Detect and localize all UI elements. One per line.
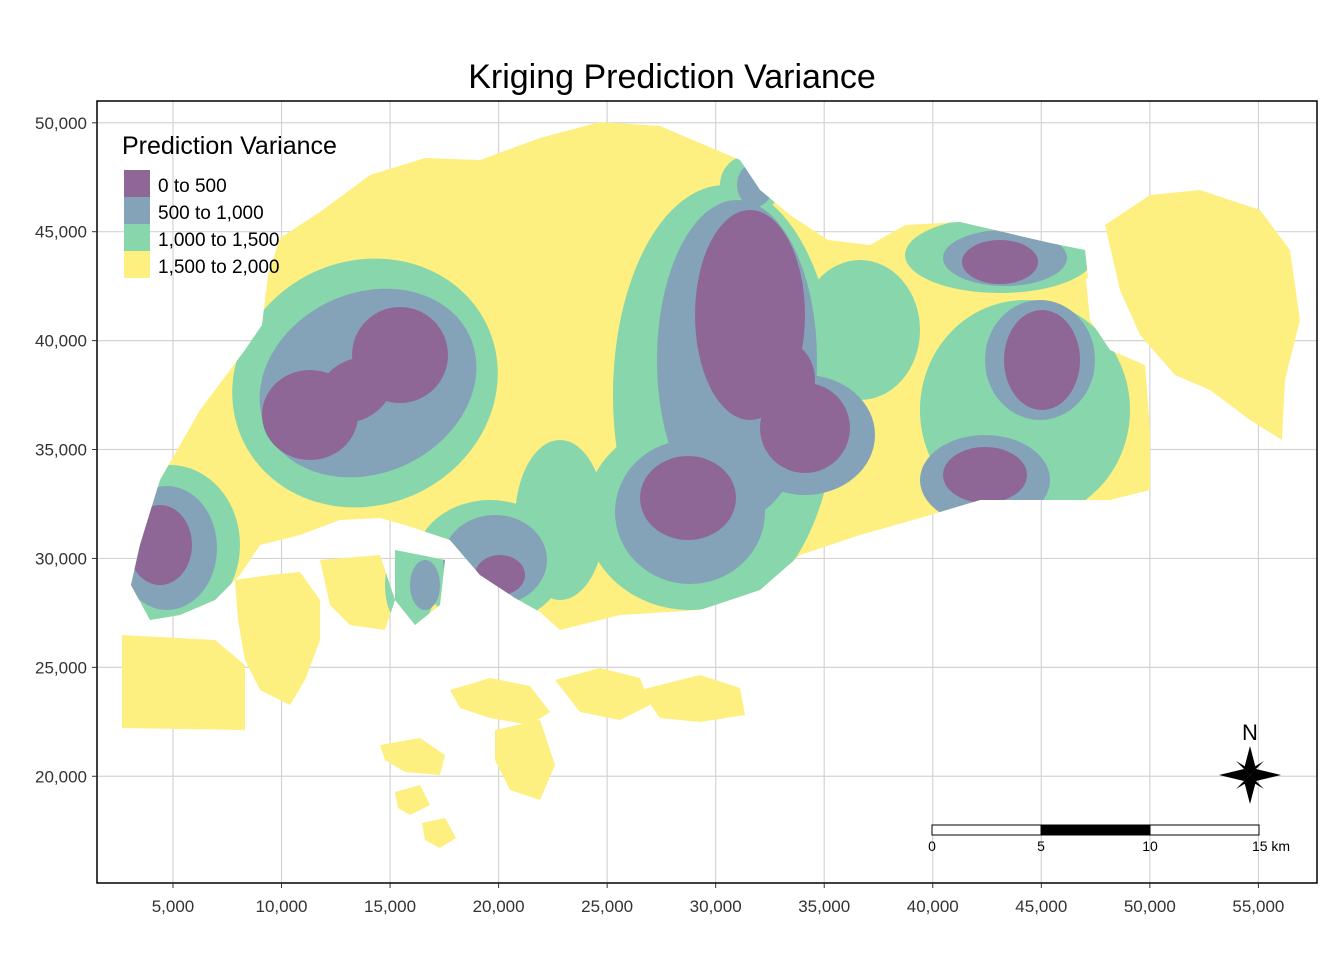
scale-bar: 0 5 10 15 km [928,824,1290,854]
x-tick-label: 15,000 [364,897,416,916]
variance-band-0-500 [128,210,1080,595]
x-tick-label: 5,000 [152,897,195,916]
scale-label: 0 [928,838,936,854]
x-tick-label: 20,000 [473,897,525,916]
panel-border [96,100,1318,884]
y-tick-label: 45,000 [35,223,87,242]
x-tick-label: 10,000 [256,897,308,916]
x-tick-label: 25,000 [581,897,633,916]
legend-title: Prediction Variance [122,132,337,160]
legend-key-0-500 [124,170,150,197]
x-axis: 5,000 10,000 15,000 20,000 25,000 30,000 35,00… [152,883,1284,916]
legend-key-1500-2000 [124,251,150,278]
x-tick-label: 35,000 [798,897,850,916]
north-arrow: N [1219,720,1281,804]
scale-label: 10 [1142,838,1158,854]
scale-segment [1149,824,1260,836]
legend-label: 1,500 to 2,000 [158,257,280,278]
x-tick-label: 45,000 [1015,897,1067,916]
scale-label: 15 km [1252,838,1290,854]
scale-label: 5 [1037,838,1045,854]
legend-key-1000-1500 [124,224,150,251]
legend: Prediction Variance 0 to 500 500 to 1,00… [122,132,337,278]
legend-label: 0 to 500 [158,176,227,197]
north-label: N [1242,720,1258,745]
x-tick-label: 50,000 [1124,897,1176,916]
y-tick-label: 20,000 [35,767,87,786]
y-tick-label: 35,000 [35,441,87,460]
x-tick-label: 55,000 [1232,897,1284,916]
scale-segment [931,824,1042,836]
scale-segment [1040,824,1151,836]
map-title: Kriging Prediction Variance [468,58,876,96]
legend-label: 500 to 1,000 [158,203,264,224]
legend-key-500-1000 [124,197,150,224]
legend-label: 1,000 to 1,500 [158,230,280,251]
y-tick-label: 30,000 [35,549,87,568]
y-tick-label: 40,000 [35,332,87,351]
y-tick-label: 50,000 [35,114,87,133]
x-tick-label: 30,000 [690,897,742,916]
y-tick-label: 25,000 [35,658,87,677]
x-tick-label: 40,000 [907,897,959,916]
y-axis: 50,000 45,000 40,000 35,000 30,000 25,000 20,0… [35,114,97,786]
compass-rose-icon [1219,746,1281,804]
